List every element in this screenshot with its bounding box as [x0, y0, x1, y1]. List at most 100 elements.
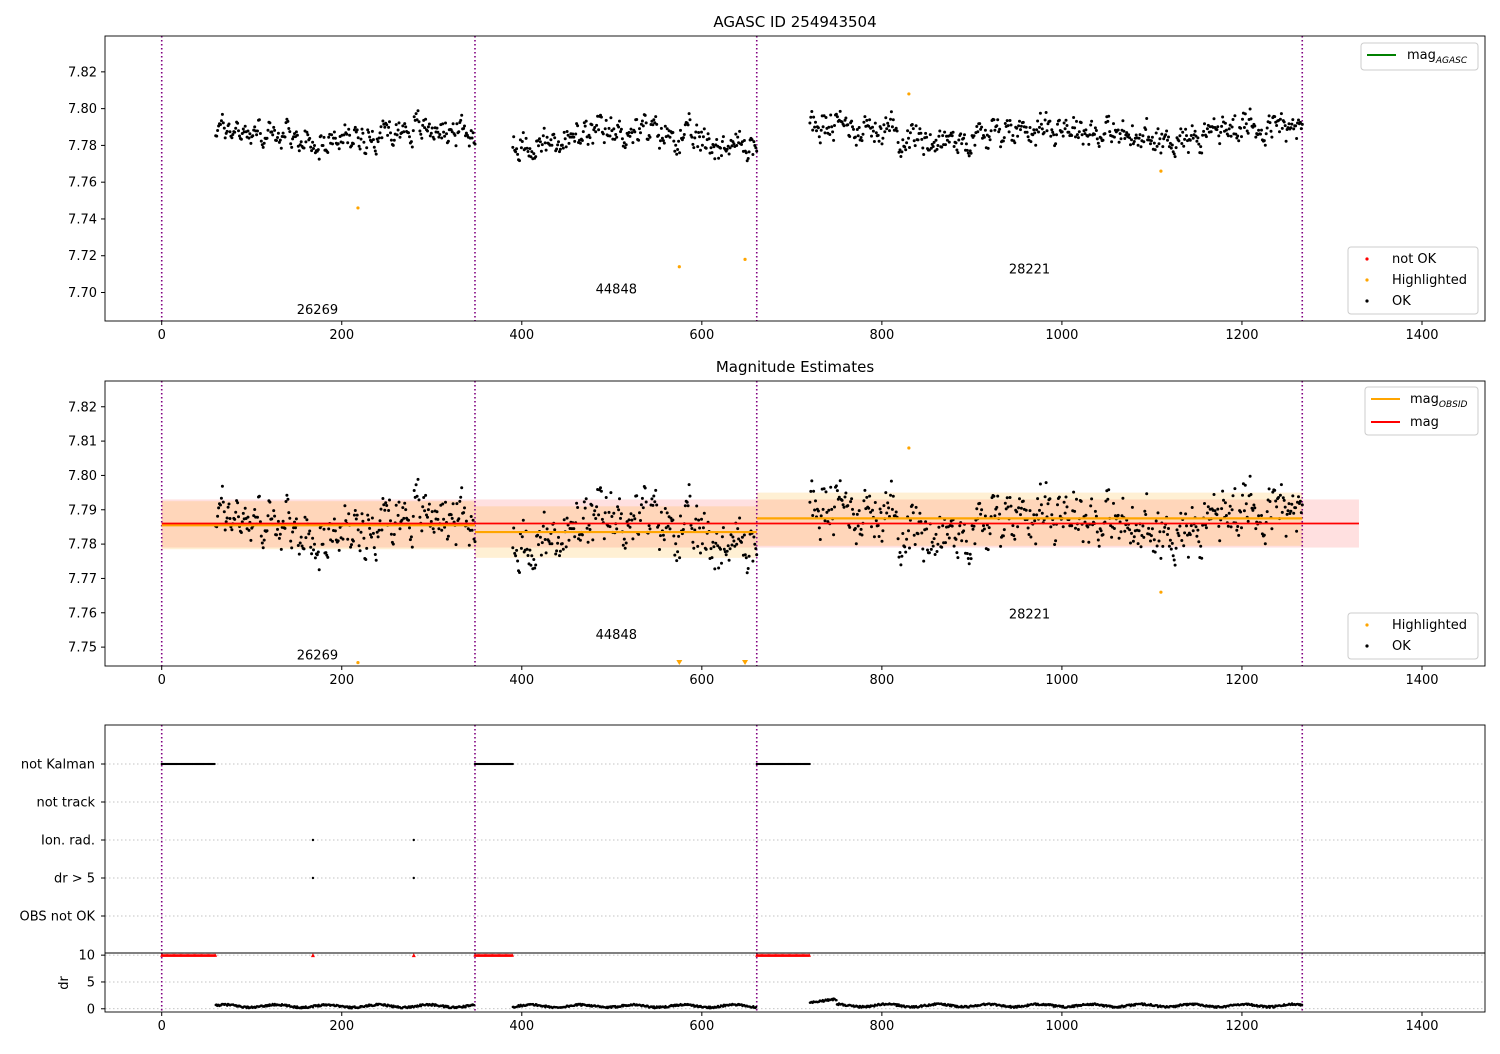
ok-point	[937, 134, 941, 138]
y-tick-label: 7.74	[68, 212, 97, 227]
ok-point	[886, 121, 890, 125]
ok-point	[1159, 556, 1163, 560]
ok-point	[640, 119, 644, 123]
ok-point	[931, 544, 935, 548]
x-tick-label: 800	[869, 673, 894, 688]
y-tick-label: 7.82	[68, 65, 97, 80]
ok-point	[1130, 138, 1133, 142]
panel2-legend-lines: magOBSID mag	[1364, 386, 1479, 436]
ok-point	[919, 131, 923, 135]
ok-point	[688, 118, 692, 122]
ok-point	[1015, 126, 1019, 130]
ok-point	[1130, 505, 1134, 509]
flag-mark	[311, 838, 315, 842]
x-tick-label: 800	[869, 1019, 894, 1034]
ok-point	[437, 135, 441, 139]
ok-point	[921, 547, 925, 551]
ok-point	[311, 140, 315, 144]
ok-point	[687, 112, 691, 116]
svg-text:magOBSID: magOBSID	[1410, 392, 1468, 410]
ok-point	[812, 115, 816, 119]
ok-point	[1039, 122, 1043, 126]
ok-point	[230, 136, 234, 140]
ok-point	[747, 150, 751, 154]
ok-point	[370, 140, 373, 144]
legend-subscript: OBSID	[1439, 400, 1468, 410]
ok-point	[365, 146, 369, 150]
ok-point	[884, 491, 888, 495]
ok-point	[1237, 533, 1241, 537]
ok-point	[253, 508, 257, 511]
ok-point	[372, 546, 376, 550]
highlighted-point	[356, 660, 360, 665]
ok-point	[1294, 124, 1298, 128]
ok-point	[541, 524, 545, 528]
dr-point	[835, 999, 838, 1002]
ok-point	[1132, 535, 1136, 539]
ok-point	[555, 147, 559, 151]
ok-point	[607, 126, 611, 130]
ok-point	[1186, 533, 1189, 537]
ok-point	[678, 556, 682, 560]
ok-point	[588, 528, 592, 531]
ok-point	[416, 477, 420, 481]
dr-point	[311, 1006, 315, 1009]
ok-point	[832, 138, 836, 142]
ok-point	[313, 542, 316, 546]
ok-point	[1203, 122, 1206, 126]
ok-point	[937, 525, 941, 529]
ok-point	[578, 533, 581, 537]
ok-point	[1281, 496, 1285, 500]
x-tick-label: 200	[329, 1019, 354, 1034]
ok-point	[604, 118, 608, 122]
ok-point	[735, 144, 739, 147]
ok-point	[288, 516, 292, 520]
ok-point	[521, 518, 525, 522]
ok-point	[980, 125, 984, 129]
ok-point	[407, 518, 410, 522]
ok-point	[273, 128, 277, 132]
ok-point	[1223, 121, 1227, 125]
ok-point	[704, 146, 708, 150]
ok-point	[1183, 137, 1187, 141]
ok-point	[819, 514, 823, 518]
ok-point	[215, 134, 219, 138]
ok-point	[372, 145, 376, 149]
ok-point	[1155, 544, 1159, 548]
ok-point	[1060, 130, 1064, 134]
ok-point	[571, 132, 575, 136]
ok-point	[276, 131, 280, 135]
ok-point	[613, 137, 617, 141]
ok-point	[1196, 136, 1200, 140]
ok-point	[1224, 128, 1228, 132]
ok-point	[683, 123, 687, 127]
ok-point	[595, 505, 599, 509]
ok-point	[686, 504, 690, 508]
ok-point	[1199, 544, 1203, 548]
ok-point	[426, 515, 429, 519]
ok-point	[1275, 505, 1279, 509]
ok-point	[652, 494, 656, 498]
ok-point	[873, 501, 877, 504]
ok-point	[1124, 133, 1128, 137]
ok-point	[966, 557, 970, 560]
highlighted-point	[907, 446, 911, 450]
ok-point	[871, 125, 874, 129]
ok-point	[582, 500, 586, 504]
x-tick-label: 1200	[1225, 328, 1258, 343]
ok-point	[1043, 495, 1047, 499]
ok-point	[1229, 134, 1233, 138]
ok-point	[1290, 502, 1294, 506]
ok-point	[544, 148, 548, 152]
ok-point	[986, 548, 990, 552]
ok-point	[908, 131, 912, 135]
ok-point	[359, 137, 363, 141]
ok-point	[1095, 530, 1099, 534]
ok-point	[979, 127, 983, 131]
ok-point	[426, 125, 430, 129]
ok-point	[995, 124, 999, 128]
ok-point	[1073, 126, 1077, 130]
ok-point	[286, 119, 290, 123]
ok-point	[679, 128, 682, 132]
ok-point	[306, 133, 310, 137]
